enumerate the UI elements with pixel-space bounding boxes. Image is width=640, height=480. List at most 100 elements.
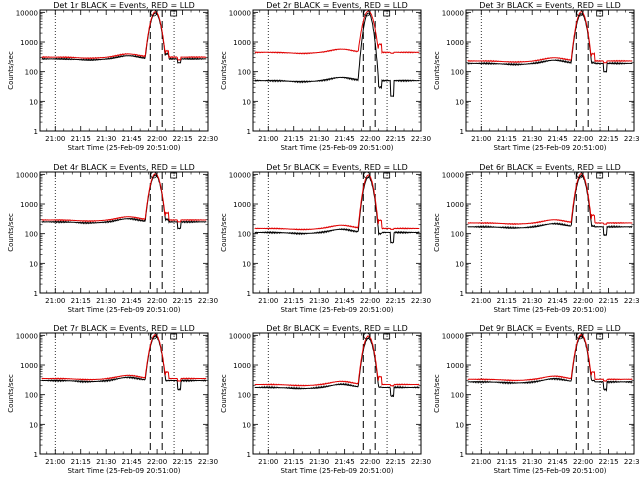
- lld-line: [254, 174, 420, 231]
- y-tick-label: 100: [451, 69, 464, 77]
- panel-title: Det 5r BLACK = Events, RED = LLD: [266, 163, 408, 172]
- plot-frame: [252, 9, 422, 132]
- lld-line: [467, 11, 633, 64]
- x-tick-label: 22:30: [624, 458, 640, 466]
- panel-6: Det 6r BLACK = Events, RED = LLD 1 10 100 10…: [433, 163, 640, 314]
- x-tick-label: 21:45: [122, 458, 142, 466]
- state-marker: [170, 333, 178, 340]
- panel-title: Det 6r BLACK = Events, RED = LLD: [479, 163, 621, 172]
- x-tick-label: 21:45: [122, 135, 142, 143]
- y-tick-label: 10: [29, 260, 38, 268]
- x-tick-label: 21:15: [284, 135, 304, 143]
- x-axis-label: Start Time (25-Feb-09 20:51:00): [67, 467, 180, 475]
- state-marker: [596, 333, 604, 340]
- x-tick-label: 21:45: [335, 458, 355, 466]
- x-tick-label: 22:15: [598, 135, 618, 143]
- x-tick-label: 22:15: [385, 297, 405, 305]
- y-tick-label: 10000: [229, 9, 251, 17]
- x-tick-label: 21:30: [96, 297, 116, 305]
- x-tick-label: 22:00: [147, 135, 167, 143]
- x-tick-label: 22:30: [411, 458, 431, 466]
- y-tick-label: 1000: [446, 201, 464, 209]
- x-tick-label: 22:30: [411, 135, 431, 143]
- y-tick-label: 10000: [16, 171, 38, 179]
- state-marker: [170, 10, 178, 17]
- x-tick-label: 22:00: [360, 458, 380, 466]
- x-tick-label: 22:00: [573, 458, 593, 466]
- y-tick-label: 1000: [233, 362, 251, 370]
- x-axis-label: Start Time (25-Feb-09 20:51:00): [493, 306, 606, 314]
- x-axis-label: Start Time (25-Feb-09 20:51:00): [67, 144, 180, 152]
- lld-line: [467, 333, 633, 382]
- events-line: [254, 12, 420, 98]
- panel-title: Det 8r BLACK = Events, RED = LLD: [266, 324, 408, 333]
- y-tick-label: 1: [34, 290, 38, 298]
- panel-5: Det 5r BLACK = Events, RED = LLD 1 10 100 10…: [220, 163, 431, 314]
- x-tick-label: 21:45: [548, 458, 568, 466]
- panel-4: Det 4r BLACK = Events, RED = LLD 1 10 100 10…: [7, 163, 218, 314]
- x-tick-label: 21:15: [497, 297, 517, 305]
- plot-frame: [465, 332, 635, 455]
- y-axis-label: Counts/sec: [220, 374, 228, 413]
- y-tick-label: 10000: [229, 171, 251, 179]
- plot-frame: [39, 332, 209, 455]
- y-tick-label: 1000: [20, 201, 38, 209]
- y-axis-label: Counts/sec: [433, 374, 441, 413]
- events-line: [467, 334, 633, 392]
- attenuator-marker: [576, 171, 584, 179]
- state-marker: [596, 10, 604, 17]
- x-tick-label: 21:00: [471, 458, 491, 466]
- panel-7: Det 7r BLACK = Events, RED = LLD 1 10 100 10…: [7, 324, 218, 475]
- x-tick-label: 21:45: [548, 135, 568, 143]
- plot-frame: [39, 9, 209, 132]
- x-tick-label: 21:15: [497, 458, 517, 466]
- attenuator-marker: [150, 332, 158, 340]
- lld-line: [41, 173, 207, 223]
- panel-1: Det 1r BLACK = Events, RED = LLD 1 10 100 10…: [7, 1, 218, 152]
- x-tick-label: 22:15: [598, 458, 618, 466]
- y-axis-label: Counts/sec: [220, 51, 228, 90]
- x-tick-label: 21:00: [471, 297, 491, 305]
- y-tick-label: 10: [242, 98, 251, 106]
- x-tick-label: 22:15: [385, 458, 405, 466]
- x-tick-label: 21:15: [284, 458, 304, 466]
- x-tick-label: 21:30: [96, 135, 116, 143]
- x-tick-label: 21:15: [71, 135, 91, 143]
- state-marker: [596, 172, 604, 179]
- y-tick-label: 1000: [233, 201, 251, 209]
- x-tick-label: 22:00: [360, 135, 380, 143]
- y-tick-label: 10: [242, 260, 251, 268]
- x-axis-label: Start Time (25-Feb-09 20:51:00): [493, 144, 606, 152]
- attenuator-marker: [150, 171, 158, 179]
- y-tick-label: 10: [455, 98, 464, 106]
- x-tick-label: 21:45: [122, 297, 142, 305]
- y-tick-label: 10: [29, 421, 38, 429]
- y-tick-label: 100: [238, 392, 251, 400]
- x-tick-label: 21:00: [258, 297, 278, 305]
- x-tick-label: 21:30: [522, 297, 542, 305]
- x-tick-label: 21:30: [309, 297, 329, 305]
- state-marker: [383, 10, 391, 17]
- x-tick-label: 22:00: [147, 297, 167, 305]
- y-tick-label: 100: [25, 69, 38, 77]
- x-tick-label: 21:30: [522, 458, 542, 466]
- x-tick-label: 22:15: [385, 135, 405, 143]
- lld-line: [467, 173, 633, 226]
- x-tick-label: 22:15: [172, 135, 192, 143]
- x-tick-label: 22:00: [147, 458, 167, 466]
- x-tick-label: 21:15: [71, 297, 91, 305]
- panel-title: Det 2r BLACK = Events, RED = LLD: [266, 1, 408, 10]
- events-line: [467, 12, 633, 73]
- y-tick-label: 1000: [233, 39, 251, 47]
- plot-frame: [39, 171, 209, 294]
- x-tick-label: 22:30: [624, 135, 640, 143]
- attenuator-marker: [150, 9, 158, 17]
- x-tick-label: 21:30: [309, 458, 329, 466]
- panel-title: Det 9r BLACK = Events, RED = LLD: [479, 324, 621, 333]
- x-tick-label: 22:00: [360, 297, 380, 305]
- y-tick-label: 100: [25, 231, 38, 239]
- panel-8: Det 8r BLACK = Events, RED = LLD 1 10 100 10…: [220, 324, 431, 475]
- x-tick-label: 22:15: [172, 297, 192, 305]
- y-axis-label: Counts/sec: [7, 374, 15, 413]
